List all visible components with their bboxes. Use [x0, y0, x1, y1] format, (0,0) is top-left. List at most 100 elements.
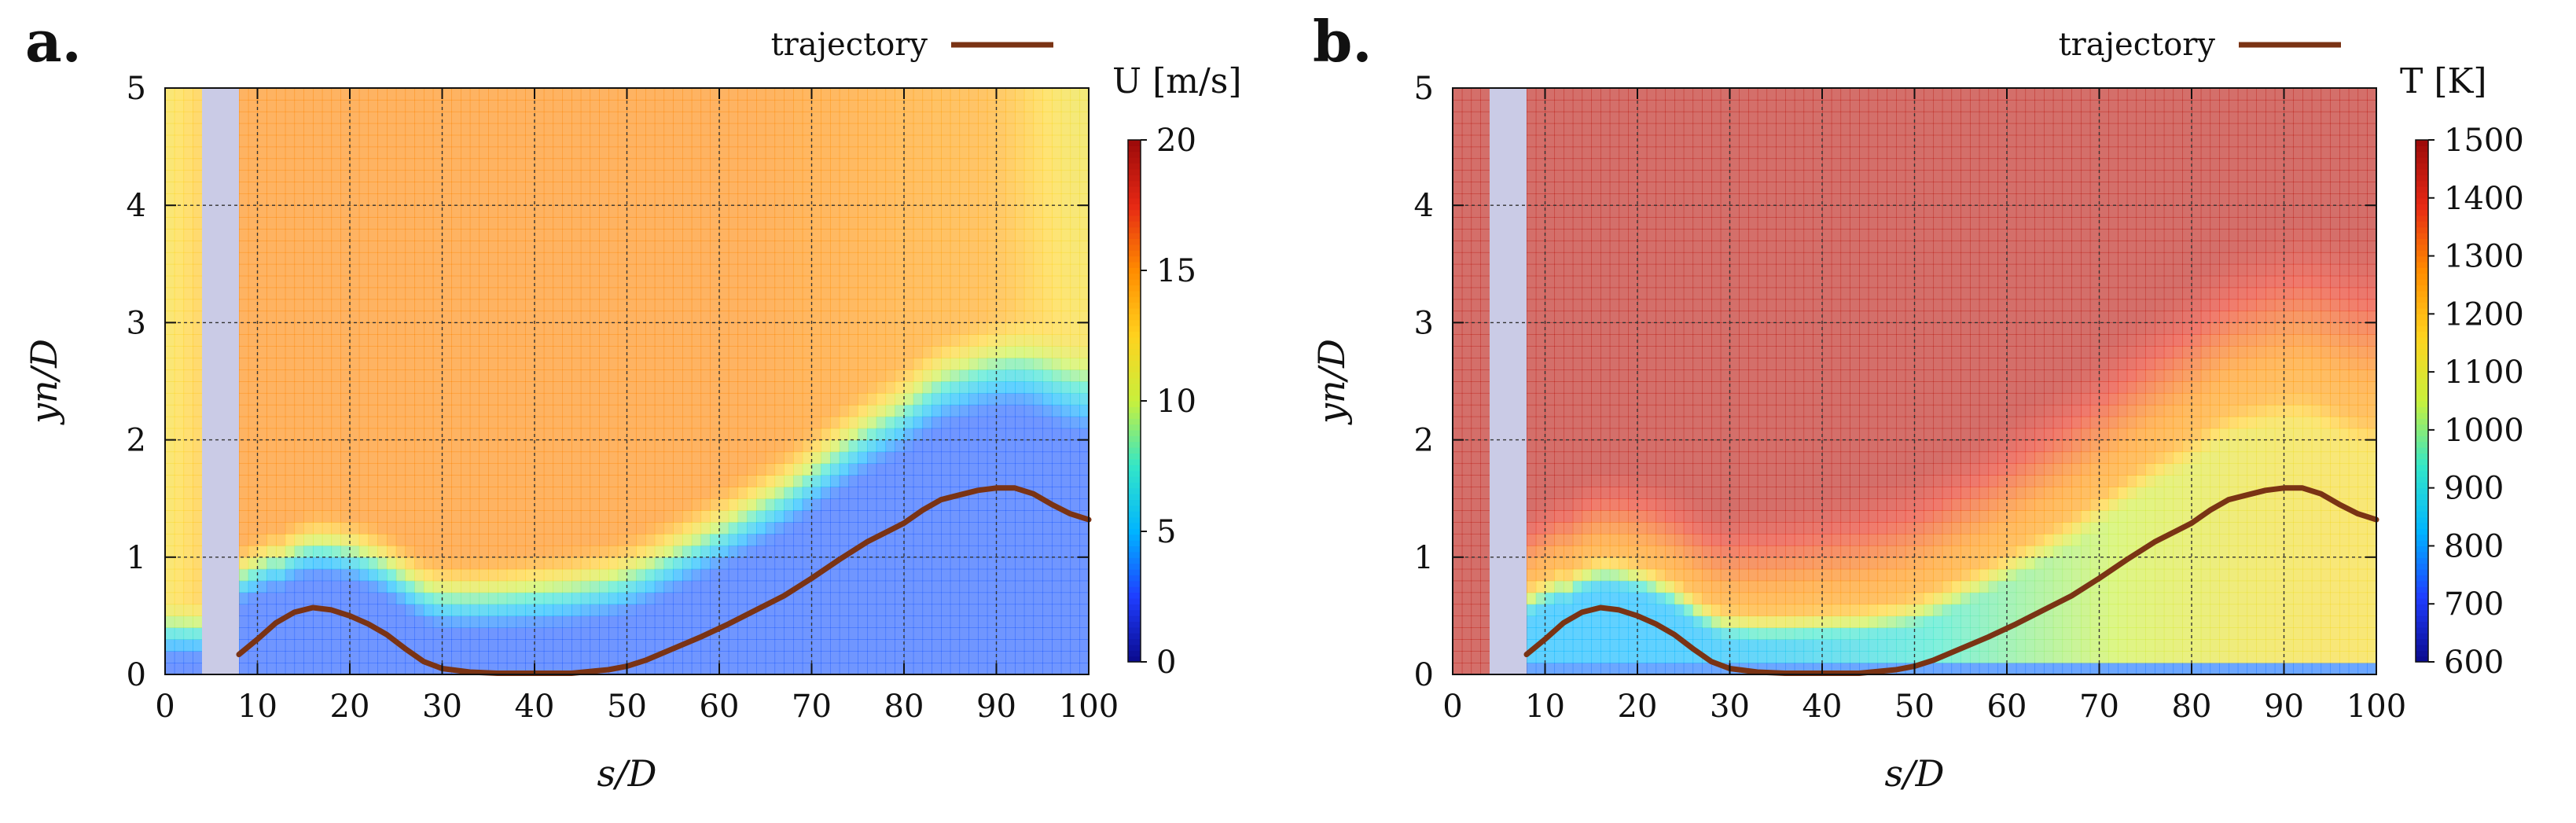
heatmap-cell — [535, 217, 545, 230]
heatmap-cell — [913, 99, 924, 112]
heatmap-cell — [756, 205, 766, 218]
heatmap-cell — [294, 158, 304, 171]
heatmap-cell — [461, 310, 471, 323]
heatmap-cell — [1042, 299, 1053, 312]
heatmap-cell — [830, 604, 840, 616]
heatmap-cell — [978, 604, 988, 616]
heatmap-cell — [193, 510, 203, 523]
heatmap-cell — [811, 134, 821, 148]
heatmap-cell — [1052, 229, 1062, 241]
heatmap-cell — [405, 663, 415, 675]
heatmap-cell — [1052, 310, 1062, 323]
heatmap-cell — [968, 651, 979, 663]
heatmap-cell — [774, 205, 785, 218]
heatmap-cell — [987, 463, 998, 476]
heatmap-cell — [673, 88, 683, 101]
heatmap-cell — [617, 463, 628, 476]
heatmap-cell — [451, 522, 461, 535]
heatmap-cell — [802, 392, 813, 406]
heatmap-cell — [350, 252, 360, 265]
heatmap-cell — [285, 182, 296, 194]
heatmap-cell — [950, 99, 961, 112]
heatmap-cell — [848, 146, 858, 160]
heatmap-cell — [285, 322, 296, 335]
heatmap-cell — [1033, 592, 1043, 605]
heatmap-cell — [691, 123, 702, 136]
heatmap-cell — [1015, 475, 1025, 487]
heatmap-cell — [285, 545, 296, 558]
heatmap-cell — [608, 369, 619, 382]
heatmap-cell — [553, 475, 563, 487]
heatmap-cell — [617, 439, 628, 453]
heatmap-cell — [451, 358, 461, 370]
heatmap-cell — [331, 487, 341, 499]
heatmap-cell — [1042, 439, 1053, 453]
heatmap-cell — [488, 358, 498, 370]
heatmap-cell — [461, 217, 471, 230]
heatmap-cell — [617, 522, 628, 535]
heatmap-cell — [414, 533, 424, 546]
heatmap-cell — [395, 545, 406, 558]
heatmap-cell — [543, 639, 554, 652]
heatmap-cell — [543, 193, 554, 206]
heatmap-cell — [174, 428, 185, 441]
heatmap-cell — [479, 627, 489, 640]
heatmap-cell — [858, 99, 868, 112]
heatmap-cell — [737, 111, 748, 124]
heatmap-cell — [174, 322, 185, 335]
heatmap-cell — [599, 369, 609, 382]
heatmap-cell — [950, 240, 961, 253]
heatmap-cell — [525, 99, 535, 112]
heatmap-cell — [922, 287, 932, 300]
heatmap-cell — [737, 217, 748, 230]
heatmap-cell — [756, 193, 766, 206]
heatmap-cell — [756, 229, 766, 241]
heatmap-cell — [1005, 229, 1016, 241]
heatmap-cell — [414, 263, 424, 277]
heatmap-cell — [710, 663, 720, 675]
heatmap-cell — [395, 123, 406, 136]
heatmap-cell — [266, 533, 277, 546]
heatmap-cell — [340, 146, 351, 160]
heatmap-cell — [276, 557, 286, 570]
heatmap-cell — [959, 334, 969, 347]
heatmap-cell — [774, 88, 785, 101]
heatmap-cell — [663, 439, 674, 453]
heatmap-cell — [802, 428, 813, 441]
heatmap-cell — [553, 287, 563, 300]
heatmap-cell — [331, 463, 341, 476]
heatmap-cell — [580, 275, 591, 288]
heatmap-cell — [340, 451, 351, 465]
heatmap-cell — [165, 229, 175, 241]
heatmap-cell — [442, 545, 452, 558]
heatmap-cell — [765, 439, 776, 453]
heatmap-cell — [248, 627, 259, 640]
heatmap-cell — [913, 463, 924, 476]
heatmap-cell — [248, 205, 259, 218]
heatmap-cell — [959, 451, 969, 465]
heatmap-cell — [747, 310, 757, 323]
heatmap-cell — [350, 310, 360, 323]
heatmap-cell — [719, 358, 729, 370]
heatmap-cell — [673, 346, 683, 358]
heatmap-cell — [932, 369, 942, 382]
heatmap-cell — [525, 322, 535, 335]
heatmap-cell — [719, 651, 729, 663]
heatmap-cell — [654, 310, 665, 323]
heatmap-cell — [331, 346, 341, 358]
heatmap-cell — [922, 217, 932, 230]
heatmap-cell — [405, 475, 415, 487]
heatmap-cell — [358, 381, 369, 394]
heatmap-cell — [784, 123, 794, 136]
heatmap-cell — [627, 475, 637, 487]
heatmap-cell — [479, 182, 489, 194]
heatmap-cell — [710, 322, 720, 335]
heatmap-cell — [941, 99, 951, 112]
heatmap-cell — [858, 392, 868, 406]
heatmap-cell — [432, 475, 443, 487]
heatmap-cell — [793, 439, 803, 453]
heatmap-cell — [1079, 416, 1090, 429]
heatmap-cell — [294, 299, 304, 312]
heatmap-cell — [719, 346, 729, 358]
heatmap-cell — [405, 463, 415, 476]
